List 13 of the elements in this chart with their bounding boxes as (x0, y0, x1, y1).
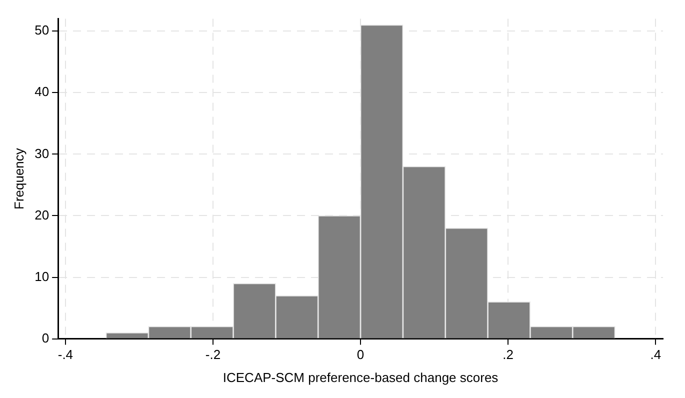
y-tick-label: 20 (34, 207, 50, 222)
y-tick-label: 10 (34, 268, 50, 284)
x-tick-label: -.4 (58, 347, 74, 362)
y-tick-label: 50 (34, 22, 50, 38)
x-axis-title: ICECAP-SCM preference-based change scores (222, 370, 499, 385)
y-tick-label: 0 (42, 330, 50, 346)
x-tick-label: .4 (650, 347, 662, 362)
x-tick-label: -.2 (205, 347, 221, 362)
y-axis-title: Frequency (11, 148, 26, 210)
y-tick-label: 40 (34, 84, 50, 100)
x-tick-label: 0 (356, 347, 364, 362)
x-tick-label: .2 (502, 347, 514, 362)
y-tick-label: 30 (34, 146, 50, 161)
